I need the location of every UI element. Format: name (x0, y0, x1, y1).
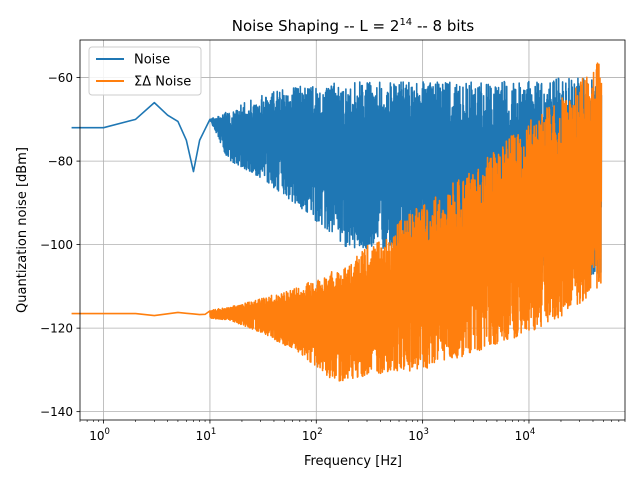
series-layer (71, 62, 603, 382)
x-tick-label: 100 (89, 427, 110, 443)
y-axis-ticks: −140 −120 −100 −80 −60 (40, 71, 80, 419)
legend-label-noise: Noise (134, 53, 170, 68)
y-tick-label: −80 (48, 155, 73, 169)
x-tick-label: 104 (515, 427, 536, 443)
y-tick-label: −140 (40, 405, 73, 419)
y-axis-label: Quantization noise [dBm] (15, 147, 30, 313)
plot-frame (79, 39, 626, 421)
y-tick-label: −100 (40, 238, 73, 252)
x-tick-label: 102 (302, 427, 323, 443)
x-tick-label: 101 (196, 427, 217, 443)
y-tick-label: −60 (48, 71, 73, 85)
x-tick-label: 103 (408, 427, 429, 443)
y-tick-label: −120 (40, 322, 73, 336)
series-line-sigma-delta-noise (71, 62, 603, 382)
chart-title: Noise Shaping -- L = 214 -- 8 bits (232, 17, 475, 35)
legend-label-sigma-delta-noise: ΣΔ Noise (134, 75, 191, 90)
x-axis-label: Frequency [Hz] (304, 454, 402, 469)
x-axis-ticks: 100 101 102 103 104 (79, 420, 626, 443)
legend: Noise ΣΔ Noise (88, 46, 202, 96)
